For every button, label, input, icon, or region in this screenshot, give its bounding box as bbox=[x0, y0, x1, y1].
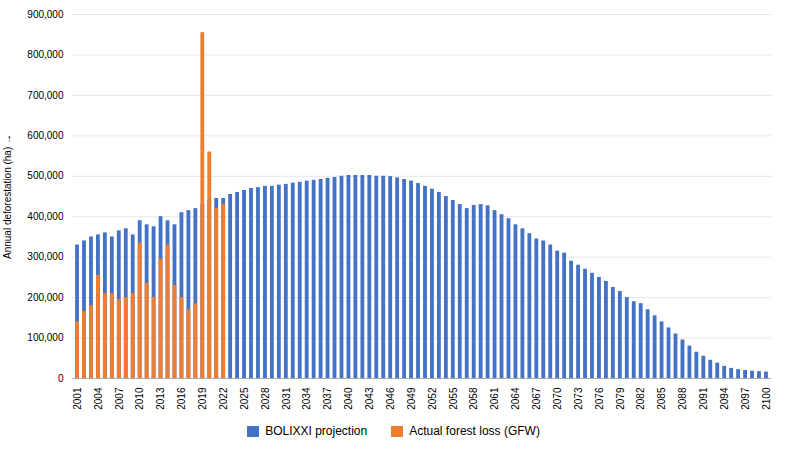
svg-text:2037: 2037 bbox=[322, 387, 333, 410]
svg-text:2034: 2034 bbox=[301, 387, 312, 410]
svg-text:2079: 2079 bbox=[615, 387, 626, 410]
svg-text:2097: 2097 bbox=[740, 387, 751, 410]
svg-text:0: 0 bbox=[58, 373, 64, 384]
svg-text:Annual deforestation (ha) →: Annual deforestation (ha) → bbox=[2, 134, 13, 259]
svg-text:2070: 2070 bbox=[552, 387, 563, 410]
svg-text:2001: 2001 bbox=[72, 387, 83, 410]
svg-text:2007: 2007 bbox=[113, 387, 124, 410]
svg-text:2004: 2004 bbox=[93, 387, 104, 410]
svg-text:2058: 2058 bbox=[468, 387, 479, 410]
svg-text:2055: 2055 bbox=[448, 387, 459, 410]
svg-text:2064: 2064 bbox=[510, 387, 521, 410]
svg-text:2082: 2082 bbox=[635, 387, 646, 410]
svg-text:2091: 2091 bbox=[698, 387, 709, 410]
svg-text:100,000: 100,000 bbox=[27, 332, 64, 343]
svg-text:700,000: 700,000 bbox=[27, 90, 64, 101]
svg-text:2073: 2073 bbox=[573, 387, 584, 410]
svg-text:2085: 2085 bbox=[656, 387, 667, 410]
svg-text:2067: 2067 bbox=[531, 387, 542, 410]
svg-text:2019: 2019 bbox=[197, 387, 208, 410]
svg-text:2046: 2046 bbox=[385, 387, 396, 410]
svg-text:2022: 2022 bbox=[218, 387, 229, 410]
svg-text:2094: 2094 bbox=[719, 387, 730, 410]
svg-text:200,000: 200,000 bbox=[27, 292, 64, 303]
svg-text:2025: 2025 bbox=[239, 387, 250, 410]
svg-text:2052: 2052 bbox=[427, 387, 438, 410]
svg-text:2010: 2010 bbox=[134, 387, 145, 410]
svg-text:800,000: 800,000 bbox=[27, 49, 64, 60]
svg-text:2040: 2040 bbox=[343, 387, 354, 410]
svg-text:2061: 2061 bbox=[489, 387, 500, 410]
svg-text:2049: 2049 bbox=[406, 387, 417, 410]
svg-text:400,000: 400,000 bbox=[27, 211, 64, 222]
html-text:Actual forest loss (GFW): Actual forest loss (GFW) bbox=[409, 424, 540, 438]
svg-text:600,000: 600,000 bbox=[27, 130, 64, 141]
svg-text:2031: 2031 bbox=[281, 387, 292, 410]
svg-text:2043: 2043 bbox=[364, 387, 375, 410]
svg-text:300,000: 300,000 bbox=[27, 251, 64, 262]
svg-text:500,000: 500,000 bbox=[27, 170, 64, 181]
svg-text:2013: 2013 bbox=[155, 387, 166, 410]
svg-text:900,000: 900,000 bbox=[27, 9, 64, 20]
svg-text:2100: 2100 bbox=[761, 387, 772, 410]
svg-text:2088: 2088 bbox=[677, 387, 688, 410]
svg-text:2028: 2028 bbox=[260, 387, 271, 410]
html-text:BOLIXXI projection: BOLIXXI projection bbox=[265, 424, 368, 438]
svg-text:2016: 2016 bbox=[176, 387, 187, 410]
svg-text:2076: 2076 bbox=[594, 387, 605, 410]
